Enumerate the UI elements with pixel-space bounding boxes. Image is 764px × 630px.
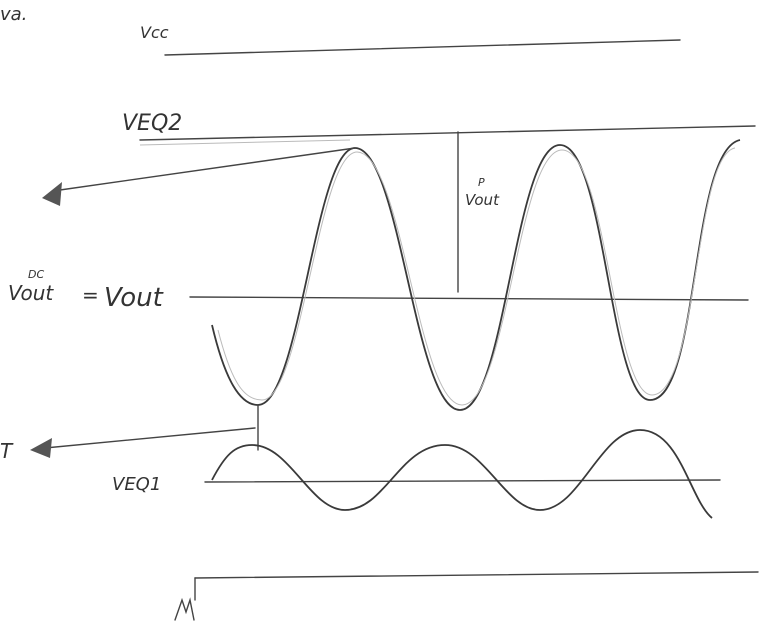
veq1-line (205, 480, 720, 482)
upper-arrowhead (42, 182, 62, 206)
veq2-label: VEQ2 (122, 111, 182, 136)
vout-dc-superscript: DC (28, 268, 44, 281)
input-wave (212, 430, 712, 518)
top-fragment: va. (0, 4, 27, 25)
output-wave-retrace (218, 148, 735, 405)
equals-sign: = (82, 283, 99, 307)
output-wave (212, 140, 740, 410)
veq1-label: VEQ1 (112, 474, 161, 495)
sketch: va. Vcc VEQ2 P Vout DC Vout = Vout T VEQ… (0, 0, 764, 630)
lower-arrow (45, 428, 255, 448)
vcc-line (165, 40, 680, 55)
lower-arrowhead (30, 438, 52, 458)
ground-line (195, 572, 758, 578)
ground-glyph (175, 600, 194, 620)
vout-peak-superscript: P (478, 176, 485, 189)
vout-rhs: Vout (104, 283, 164, 313)
vcc-label: Vcc (140, 23, 169, 42)
vout-dc-label: Vout (8, 281, 54, 305)
upper-arrow (60, 148, 355, 190)
dc-line (190, 297, 748, 300)
veq2-line (140, 126, 755, 140)
veq2-underline (140, 140, 350, 145)
vout-peak-label: Vout (465, 191, 500, 209)
left-marker: T (0, 439, 14, 463)
